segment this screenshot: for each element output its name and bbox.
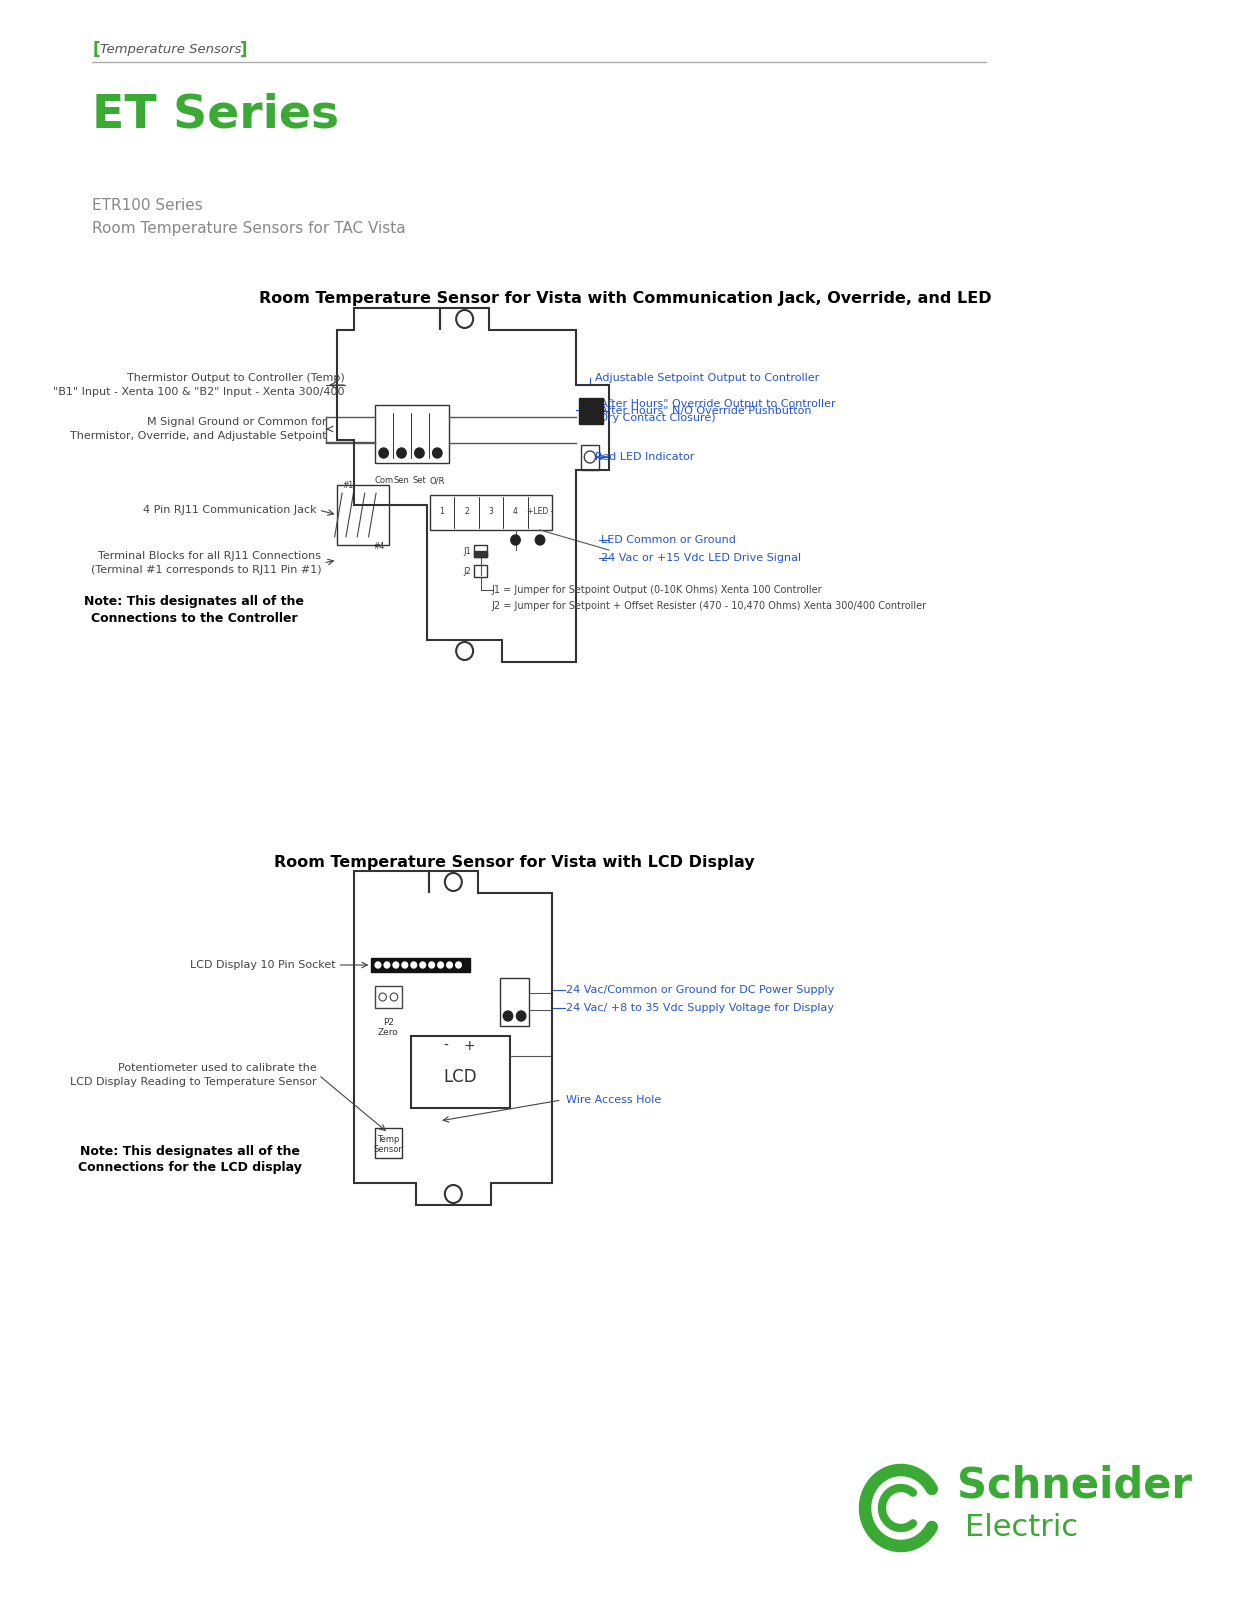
Text: 4 Pin RJ11 Communication Jack: 4 Pin RJ11 Communication Jack [143, 506, 317, 515]
Text: Set: Set [412, 477, 427, 485]
Bar [580, 445, 600, 470]
Text: M Signal Ground or Common for: M Signal Ground or Common for [146, 418, 327, 427]
Bar [411, 1037, 510, 1107]
Text: 24 Vac or +15 Vdc LED Drive Signal: 24 Vac or +15 Vdc LED Drive Signal [601, 554, 802, 563]
Text: Connections to the Controller: Connections to the Controller [92, 611, 298, 624]
Text: -: - [443, 1038, 448, 1053]
Text: (Dry Contact Closure): (Dry Contact Closure) [595, 413, 715, 422]
Text: Room Temperature Sensor for Vista with LCD Display: Room Temperature Sensor for Vista with L… [275, 856, 755, 870]
Circle shape [433, 448, 442, 458]
Bar [375, 405, 449, 462]
Text: LCD Display 10 Pin Socket: LCD Display 10 Pin Socket [190, 960, 335, 970]
Text: Com: Com [374, 477, 393, 485]
Text: [: [ [93, 42, 100, 59]
Circle shape [402, 962, 408, 968]
Text: Zero: Zero [379, 1029, 398, 1037]
Circle shape [383, 962, 390, 968]
Text: (Terminal #1 corresponds to RJ11 Pin #1): (Terminal #1 corresponds to RJ11 Pin #1) [90, 565, 322, 574]
Bar [474, 550, 487, 557]
Circle shape [411, 962, 417, 968]
Text: Room Temperature Sensors for TAC Vista: Room Temperature Sensors for TAC Vista [93, 221, 406, 235]
Text: J2 = Jumper for Setpoint + Offset Resister (470 - 10,470 Ohms) Xenta 300/400 Con: J2 = Jumper for Setpoint + Offset Resist… [492, 602, 927, 611]
Text: ]: ] [240, 42, 247, 59]
Circle shape [397, 448, 406, 458]
Bar [429, 494, 552, 530]
Bar [338, 485, 390, 546]
Text: LCD Display Reading to Temperature Sensor: LCD Display Reading to Temperature Senso… [71, 1077, 317, 1086]
Bar [501, 978, 528, 1026]
Text: Thermistor Output to Controller (Temp): Thermistor Output to Controller (Temp) [127, 373, 345, 382]
Text: 24 Vac/ +8 to 35 Vdc Supply Voltage for Display: 24 Vac/ +8 to 35 Vdc Supply Voltage for … [567, 1003, 835, 1013]
Text: 3: 3 [489, 507, 494, 517]
Circle shape [503, 1011, 512, 1021]
Text: +LED -: +LED - [527, 507, 553, 517]
Text: Red LED Indicator: Red LED Indicator [595, 451, 694, 462]
Text: Schneider: Schneider [957, 1466, 1192, 1507]
Circle shape [419, 962, 426, 968]
Text: J1: J1 [464, 547, 471, 555]
Text: Temperature Sensors: Temperature Sensors [100, 43, 241, 56]
Text: Terminal Blocks for all RJ11 Connections: Terminal Blocks for all RJ11 Connections [99, 550, 322, 562]
Text: Adjustable Setpoint Output to Controller: Adjustable Setpoint Output to Controller [595, 373, 819, 382]
Text: +: + [464, 1038, 475, 1053]
Text: LCD: LCD [443, 1069, 476, 1086]
Circle shape [414, 448, 424, 458]
Circle shape [375, 962, 381, 968]
Bar [474, 565, 487, 578]
Text: "B1" Input - Xenta 100 & "B2" Input - Xenta 300/400: "B1" Input - Xenta 100 & "B2" Input - Xe… [53, 387, 345, 397]
Text: Electric: Electric [965, 1514, 1077, 1542]
Text: Note: This designates all of the: Note: This designates all of the [84, 595, 304, 608]
Circle shape [536, 534, 544, 546]
Circle shape [393, 962, 398, 968]
Circle shape [455, 962, 461, 968]
Text: Thermistor, Override, and Adjustable Setpoint: Thermistor, Override, and Adjustable Set… [69, 430, 327, 442]
Text: #4: #4 [374, 542, 385, 550]
Text: 2: 2 [464, 507, 469, 517]
Text: Wire Access Hole: Wire Access Hole [567, 1094, 662, 1106]
Text: Sen: Sen [393, 477, 409, 485]
Bar [579, 398, 604, 424]
Text: "After Hours" N/O Override Pushbutton: "After Hours" N/O Override Pushbutton [595, 406, 811, 416]
Text: Potentiometer used to calibrate the: Potentiometer used to calibrate the [118, 1062, 317, 1074]
Text: LED Common or Ground: LED Common or Ground [601, 534, 736, 546]
Circle shape [379, 448, 388, 458]
Text: #1: #1 [343, 482, 354, 490]
Text: 24 Vac/Common or Ground for DC Power Supply: 24 Vac/Common or Ground for DC Power Sup… [567, 986, 835, 995]
Text: ETR100 Series: ETR100 Series [93, 197, 203, 213]
Text: P2: P2 [382, 1018, 393, 1027]
Circle shape [438, 962, 443, 968]
Text: ET Series: ET Series [93, 93, 340, 138]
Bar [375, 986, 402, 1008]
Circle shape [447, 962, 453, 968]
Bar [371, 958, 470, 971]
Circle shape [511, 534, 521, 546]
Bar [375, 1128, 402, 1158]
Text: Connections for the LCD display: Connections for the LCD display [78, 1160, 302, 1173]
Text: J1 = Jumper for Setpoint Output (0-10K Ohms) Xenta 100 Controller: J1 = Jumper for Setpoint Output (0-10K O… [492, 586, 823, 595]
Text: 1: 1 [439, 507, 444, 517]
Text: "After Hours" Override Output to Controller: "After Hours" Override Output to Control… [595, 398, 835, 410]
Text: Room Temperature Sensor for Vista with Communication Jack, Override, and LED: Room Temperature Sensor for Vista with C… [260, 291, 992, 306]
Text: Temp: Temp [377, 1136, 400, 1144]
Text: O/R: O/R [429, 477, 445, 485]
Circle shape [517, 1011, 526, 1021]
Text: Sensor: Sensor [374, 1146, 403, 1155]
Text: Note: This designates all of the: Note: This designates all of the [79, 1144, 299, 1157]
Bar [474, 546, 487, 557]
Text: J2: J2 [464, 566, 471, 576]
Text: 4: 4 [513, 507, 518, 517]
Circle shape [429, 962, 434, 968]
